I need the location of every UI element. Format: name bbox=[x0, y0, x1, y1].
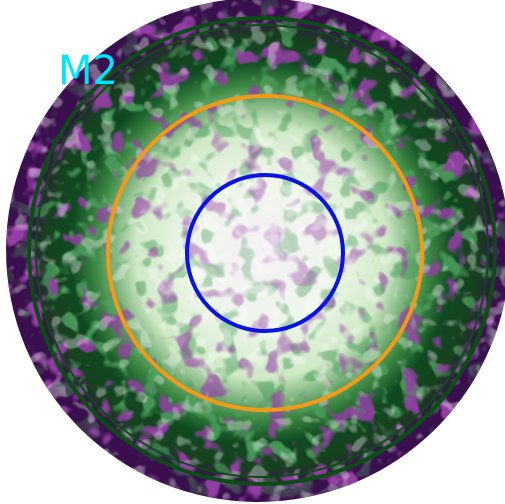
region-label: M2 bbox=[58, 48, 118, 94]
image: M2 bbox=[0, 0, 505, 504]
